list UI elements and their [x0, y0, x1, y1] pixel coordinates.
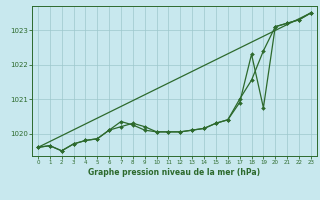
X-axis label: Graphe pression niveau de la mer (hPa): Graphe pression niveau de la mer (hPa) [88, 168, 260, 177]
